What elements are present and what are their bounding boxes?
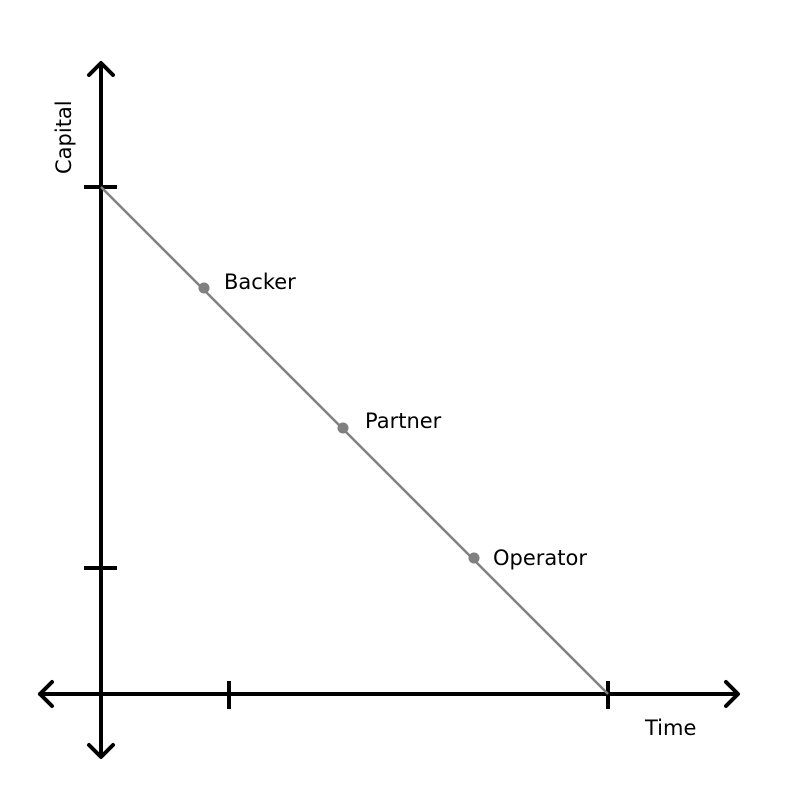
backer-point (198, 282, 210, 294)
y-axis-label: Capital (52, 100, 76, 174)
y-axis-arrow-up (87, 61, 115, 77)
backer-label: Backer (224, 270, 296, 294)
y-axis-arrow-down (87, 743, 115, 759)
partner-point (337, 422, 349, 434)
partner-label: Partner (365, 409, 442, 433)
capital-trend-line (100, 186, 609, 695)
x-axis-label: Time (644, 716, 696, 740)
x-axis-arrow-right (724, 680, 740, 708)
operator-label: Operator (493, 546, 587, 570)
x-axis-arrow-left (38, 680, 54, 708)
operator-point (468, 552, 480, 564)
